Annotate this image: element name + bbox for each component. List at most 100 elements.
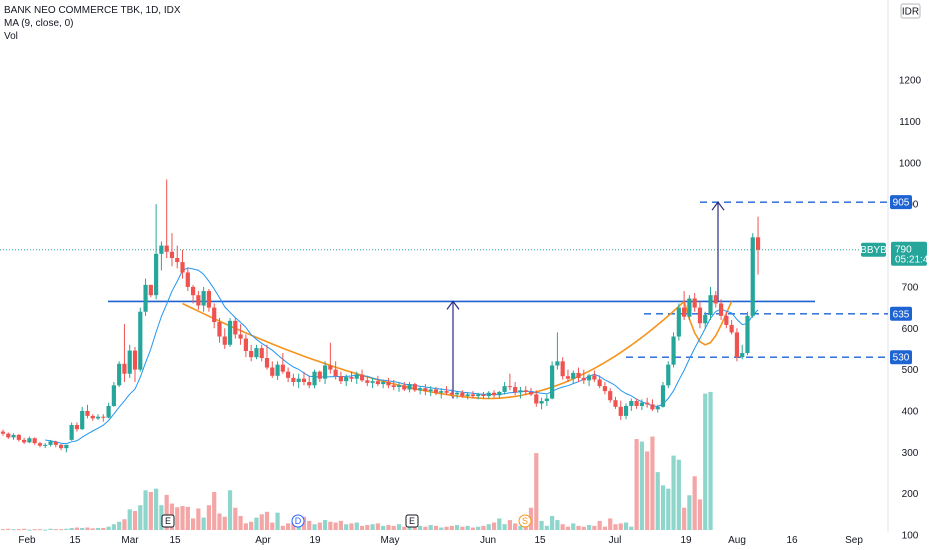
- candle[interactable]: [544, 394, 549, 406]
- candle[interactable]: [502, 382, 507, 395]
- candle[interactable]: [270, 361, 275, 378]
- candle[interactable]: [402, 382, 407, 392]
- candle[interactable]: [460, 390, 465, 398]
- candle[interactable]: [117, 361, 122, 387]
- candle[interactable]: [190, 284, 196, 304]
- candle[interactable]: [555, 332, 560, 370]
- candle[interactable]: [497, 391, 502, 399]
- candle[interactable]: [708, 286, 713, 320]
- candle[interactable]: [528, 387, 534, 397]
- candle[interactable]: [43, 443, 48, 449]
- candle[interactable]: [418, 386, 423, 395]
- candle[interactable]: [138, 307, 143, 372]
- currency-badge-box[interactable]: [900, 3, 921, 19]
- split-event-marker[interactable]: S: [518, 514, 532, 528]
- candle[interactable]: [386, 377, 391, 389]
- candle[interactable]: [212, 303, 217, 329]
- candle[interactable]: [750, 233, 755, 318]
- candle[interactable]: [0, 429, 6, 436]
- candle[interactable]: [724, 311, 729, 329]
- candle[interactable]: [412, 382, 417, 392]
- candle[interactable]: [159, 241, 164, 271]
- candle[interactable]: [169, 233, 175, 267]
- candle[interactable]: [58, 444, 64, 451]
- candle[interactable]: [597, 375, 602, 389]
- symbol-title[interactable]: BANK NEO COMMERCE TBK, 1D, IDX: [4, 5, 181, 16]
- candle[interactable]: [349, 371, 354, 383]
- candle[interactable]: [608, 388, 613, 403]
- candle[interactable]: [476, 392, 481, 400]
- candle[interactable]: [259, 344, 264, 362]
- candle[interactable]: [365, 375, 370, 387]
- candle[interactable]: [697, 301, 703, 329]
- candle[interactable]: [333, 361, 338, 380]
- candle[interactable]: [718, 299, 724, 320]
- candle[interactable]: [449, 389, 454, 397]
- candle[interactable]: [729, 319, 734, 335]
- candle[interactable]: [676, 303, 681, 341]
- candle[interactable]: [307, 375, 312, 389]
- candle[interactable]: [639, 399, 644, 411]
- target-arrow-head[interactable]: [711, 201, 725, 211]
- earnings-event-marker[interactable]: E: [161, 514, 175, 528]
- candle[interactable]: [613, 396, 618, 409]
- candle[interactable]: [11, 433, 16, 440]
- candle[interactable]: [264, 344, 270, 370]
- candle[interactable]: [106, 402, 111, 419]
- candle[interactable]: [280, 353, 285, 374]
- candle[interactable]: [291, 373, 296, 387]
- candle[interactable]: [682, 291, 687, 320]
- candle[interactable]: [185, 268, 190, 292]
- candle[interactable]: [48, 439, 53, 447]
- candle[interactable]: [359, 369, 365, 383]
- candle[interactable]: [470, 391, 476, 399]
- candle[interactable]: [703, 311, 708, 330]
- candle[interactable]: [539, 397, 544, 410]
- candle[interactable]: [122, 324, 127, 383]
- candle[interactable]: [444, 386, 449, 396]
- candle[interactable]: [407, 382, 412, 393]
- candle[interactable]: [16, 434, 21, 442]
- candle[interactable]: [571, 370, 576, 384]
- candle[interactable]: [238, 324, 243, 345]
- candle[interactable]: [666, 361, 671, 389]
- candle[interactable]: [301, 371, 307, 386]
- candle[interactable]: [6, 432, 11, 440]
- candle[interactable]: [275, 361, 280, 380]
- candle[interactable]: [586, 373, 592, 387]
- candle[interactable]: [206, 288, 212, 312]
- candle[interactable]: [655, 404, 660, 413]
- candle[interactable]: [233, 317, 238, 339]
- candle[interactable]: [428, 386, 433, 397]
- candle[interactable]: [69, 422, 74, 441]
- candle[interactable]: [602, 382, 608, 395]
- candle[interactable]: [745, 311, 750, 356]
- candle[interactable]: [534, 390, 539, 407]
- candle[interactable]: [433, 386, 439, 396]
- candle[interactable]: [286, 367, 291, 383]
- candle[interactable]: [37, 441, 43, 448]
- candle[interactable]: [344, 374, 349, 387]
- candle[interactable]: [64, 444, 69, 453]
- candle[interactable]: [692, 293, 697, 312]
- cup-depth-arrow-head[interactable]: [446, 300, 460, 310]
- candle[interactable]: [671, 332, 676, 368]
- candle[interactable]: [312, 369, 317, 389]
- candle[interactable]: [391, 379, 396, 391]
- candle[interactable]: [148, 284, 153, 298]
- candle[interactable]: [143, 278, 148, 316]
- candle[interactable]: [180, 249, 185, 279]
- candle[interactable]: [645, 397, 650, 408]
- candle[interactable]: [201, 286, 206, 312]
- candle[interactable]: [687, 295, 692, 320]
- candle[interactable]: [576, 367, 581, 383]
- candle[interactable]: [740, 344, 745, 360]
- candle[interactable]: [322, 361, 328, 385]
- candle[interactable]: [481, 391, 486, 399]
- candle[interactable]: [317, 370, 322, 383]
- candle[interactable]: [80, 406, 85, 430]
- candle[interactable]: [423, 384, 428, 396]
- candle[interactable]: [581, 369, 586, 385]
- candle[interactable]: [95, 414, 101, 421]
